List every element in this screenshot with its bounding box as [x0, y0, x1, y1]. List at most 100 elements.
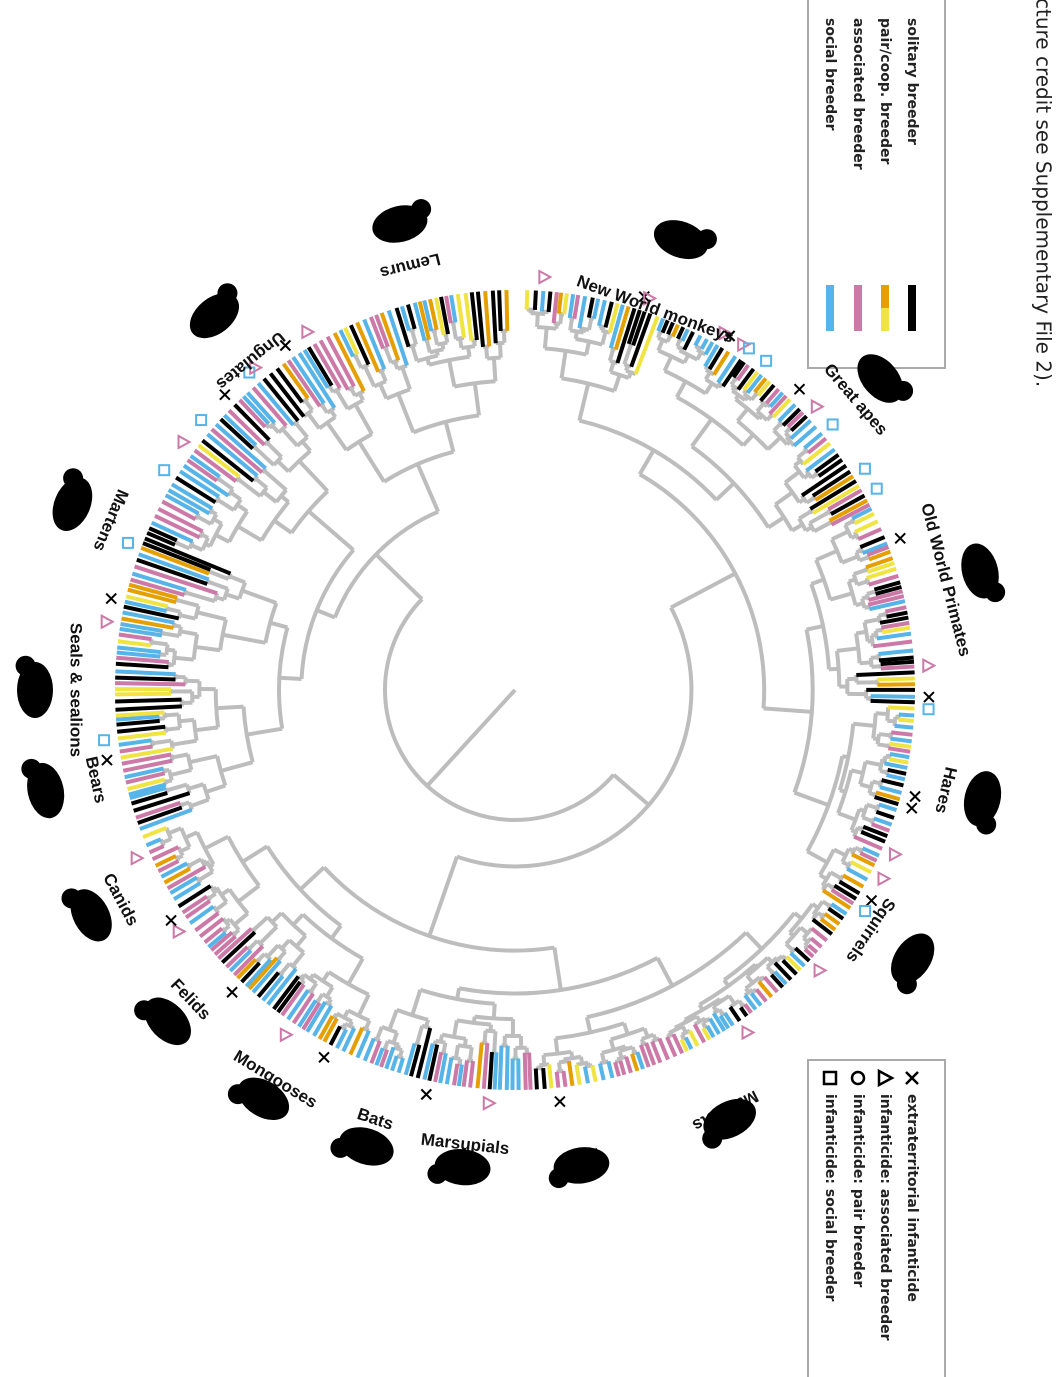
branch: [242, 591, 276, 603]
animal-silhouette-head: [427, 1164, 447, 1184]
branch: [162, 839, 171, 843]
tip-branch: [119, 740, 152, 745]
tip-branch: [620, 1061, 624, 1075]
branch: [657, 958, 672, 986]
tip-branch: [884, 763, 907, 768]
branch: [279, 678, 301, 679]
branch: [842, 756, 848, 757]
branch: [602, 331, 605, 344]
tip-branch: [115, 678, 175, 680]
branch: [876, 713, 888, 714]
branch: [610, 349, 613, 361]
branch: [614, 375, 619, 391]
branch: [474, 340, 475, 346]
clade-label: Martens: [90, 487, 133, 554]
branch: [402, 367, 410, 389]
branch: [214, 519, 222, 524]
branch: [860, 784, 871, 787]
tip-branch: [811, 938, 822, 947]
tip-branch: [525, 1053, 526, 1090]
branch: [806, 626, 823, 629]
branch: [562, 351, 566, 379]
branch: [412, 330, 416, 345]
branch: [827, 884, 833, 888]
branch: [253, 917, 267, 930]
tip-branch: [877, 679, 915, 680]
tip-branch: [599, 300, 605, 326]
branch: [486, 347, 487, 359]
infanticide-marker: [421, 1089, 431, 1099]
tip-branch: [873, 642, 912, 647]
tip-branch: [579, 296, 585, 328]
branch: [229, 576, 245, 582]
tip-branch: [594, 299, 598, 319]
tip-branch: [576, 1065, 579, 1085]
legend-swatch: [854, 285, 862, 331]
branch: [167, 785, 187, 791]
branch: [799, 499, 804, 502]
tip-branch: [886, 613, 907, 617]
tip-branch: [118, 641, 151, 645]
branch: [395, 362, 398, 369]
animal-silhouette-head: [702, 1129, 722, 1149]
branch: [718, 384, 720, 387]
branch: [208, 582, 228, 589]
branch: [786, 436, 788, 438]
branch: [197, 612, 226, 619]
branch: [857, 581, 868, 584]
tip-branch: [856, 672, 914, 675]
tip-branch: [632, 1054, 637, 1071]
tip-branch: [484, 1043, 488, 1089]
branch: [775, 492, 792, 504]
tip-branch: [881, 662, 914, 664]
tip-branch: [554, 292, 557, 323]
infanticide-marker: [815, 964, 826, 976]
tip-branch: [535, 291, 536, 310]
branch: [205, 837, 228, 849]
branch: [814, 523, 830, 532]
branch: [713, 1006, 716, 1011]
branch: [199, 872, 213, 881]
branch: [705, 1018, 706, 1020]
branch: [774, 423, 781, 430]
tip-branch: [499, 290, 501, 331]
branch: [697, 347, 698, 350]
branch: [164, 770, 169, 771]
branch: [216, 707, 243, 709]
infanticide-marker: [539, 271, 550, 283]
tip-branch: [495, 1052, 497, 1089]
branch: [218, 479, 233, 489]
tip-branch: [542, 291, 543, 311]
branch: [570, 318, 572, 330]
branch: [602, 1053, 604, 1063]
branch: [677, 381, 686, 397]
clade-label: Lemurs: [378, 249, 442, 282]
branch: [842, 862, 849, 865]
branch: [180, 631, 197, 634]
branch: [221, 762, 253, 771]
branch: [267, 442, 282, 457]
tip-branch: [536, 1069, 537, 1090]
infanticide-marker: [923, 660, 934, 672]
branch: [389, 1010, 396, 1030]
tip-branch: [507, 1046, 508, 1090]
legend-label: solitary breeder: [904, 18, 920, 145]
branch: [344, 1010, 348, 1017]
branch: [745, 397, 748, 400]
branch: [724, 980, 728, 986]
branch: [620, 1051, 622, 1058]
branch: [834, 850, 846, 856]
branch: [752, 990, 753, 992]
branch: [308, 413, 319, 428]
branch: [859, 809, 864, 811]
branch: [849, 849, 854, 851]
branch: [302, 981, 304, 984]
infanticide-marker: [555, 1097, 565, 1107]
branch: [189, 859, 202, 866]
branch: [587, 1017, 590, 1032]
branch: [823, 886, 825, 888]
branch: [311, 983, 317, 992]
tip-branch: [399, 1058, 403, 1073]
branch: [327, 423, 346, 450]
branch: [332, 926, 341, 939]
